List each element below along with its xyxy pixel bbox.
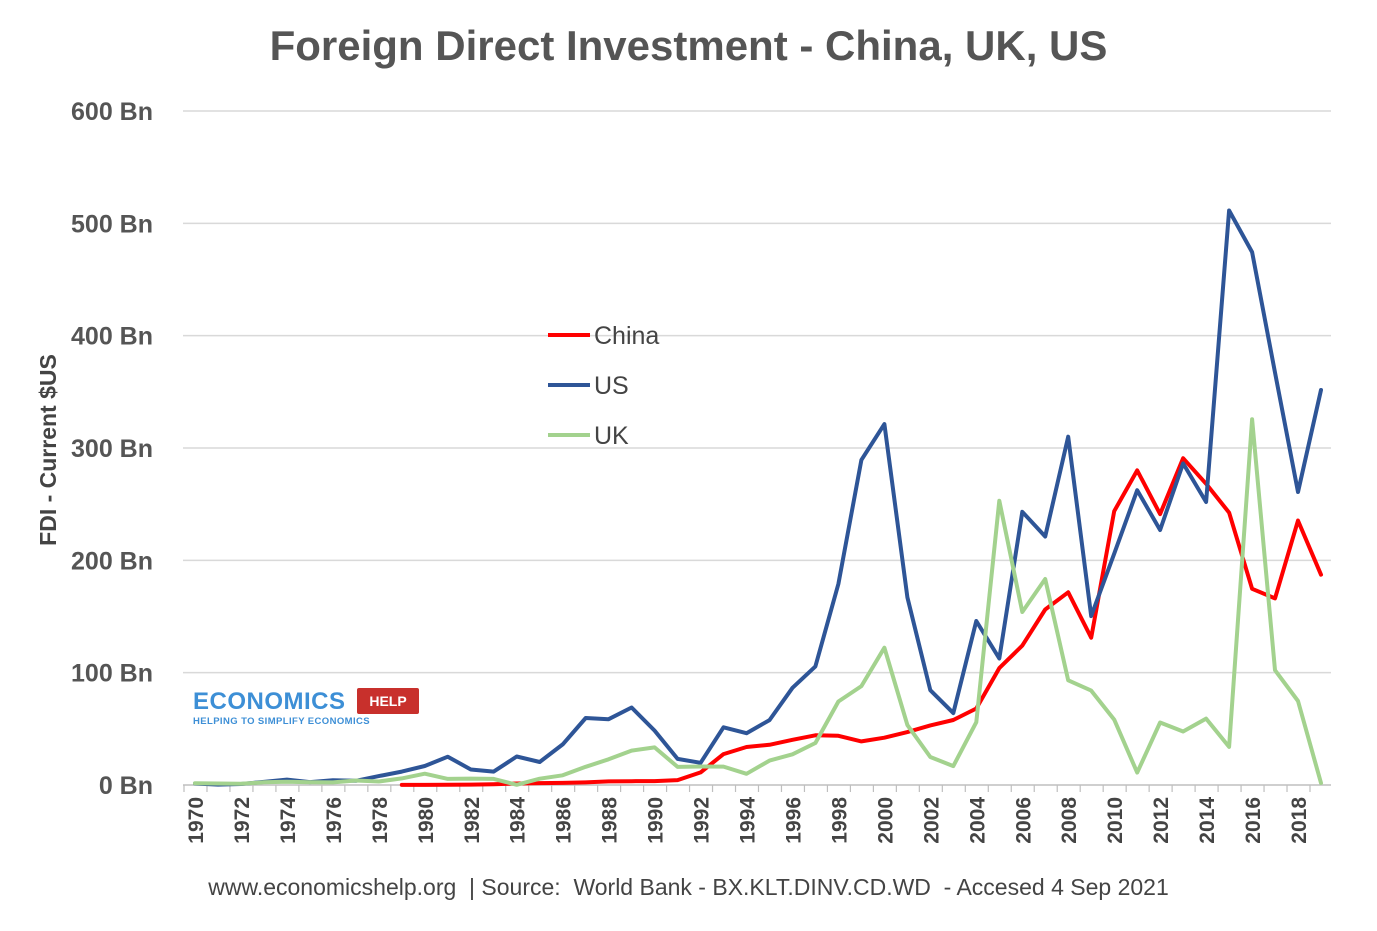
x-tick-label: 1982 bbox=[461, 797, 484, 844]
logo-subtitle: HELPING TO SIMPLIFY ECONOMICS bbox=[193, 716, 370, 727]
x-tick-label: 1988 bbox=[599, 797, 622, 844]
x-tick-label: 2012 bbox=[1150, 797, 1173, 844]
x-tick-label: 2006 bbox=[1012, 797, 1035, 844]
y-tick-label: 0 Bn bbox=[99, 772, 153, 800]
series-line-china bbox=[399, 456, 1323, 787]
y-tick-label: 600 Bn bbox=[71, 98, 153, 126]
y-tick-label: 100 Bn bbox=[71, 660, 153, 688]
logo-tag: HELP bbox=[357, 688, 419, 714]
chart-title: Foreign Direct Investment - China, UK, U… bbox=[269, 22, 1108, 69]
series-lines bbox=[193, 208, 1323, 787]
x-tick-label: 2010 bbox=[1104, 797, 1127, 844]
x-tick-label: 1984 bbox=[507, 797, 530, 844]
economics-help-logo: ECONOMICS HELP HELPING TO SIMPLIFY ECONO… bbox=[187, 684, 419, 732]
legend-label-china: China bbox=[594, 322, 659, 350]
legend-label-us: US bbox=[594, 372, 629, 400]
x-tick-label: 1974 bbox=[277, 797, 300, 844]
x-tick-label: 2002 bbox=[920, 797, 943, 844]
x-tick-label: 1980 bbox=[415, 797, 438, 844]
x-tick-label: 1978 bbox=[369, 797, 392, 844]
x-tick-label: 2014 bbox=[1196, 797, 1219, 844]
x-tick-label: 1986 bbox=[553, 797, 576, 844]
x-tick-label: 2016 bbox=[1242, 797, 1265, 844]
x-tick-label: 1998 bbox=[828, 797, 851, 844]
x-tick-label: 1994 bbox=[737, 797, 760, 844]
y-tick-label: 300 Bn bbox=[71, 435, 153, 463]
legend-label-uk: UK bbox=[594, 422, 629, 450]
x-tick-label: 2018 bbox=[1288, 797, 1311, 844]
x-tick-label: 1972 bbox=[231, 797, 254, 844]
x-tick-label: 2008 bbox=[1058, 797, 1081, 844]
x-tick-label: 1970 bbox=[185, 797, 208, 844]
gridlines bbox=[183, 110, 1331, 674]
series-line-uk bbox=[193, 417, 1323, 787]
x-tick-label: 1990 bbox=[645, 797, 668, 844]
x-tick-label: 1996 bbox=[782, 797, 805, 844]
axes: 0 Bn 100 Bn 200 Bn 300 Bn 400 Bn 500 Bn 600 Bn… bbox=[71, 98, 1331, 844]
legend: China US UK bbox=[548, 322, 659, 450]
x-tick-label: 1992 bbox=[691, 797, 714, 844]
y-tick-label: 200 Bn bbox=[71, 547, 153, 575]
x-tick-label: 2004 bbox=[966, 797, 989, 844]
x-tick-label: 1976 bbox=[323, 797, 346, 844]
y-tick-label: 400 Bn bbox=[71, 323, 153, 351]
source-footer: www.economicshelp.org | Source: World Ba… bbox=[208, 874, 1169, 900]
series-line-us bbox=[193, 208, 1323, 787]
logo-text: ECONOMICS bbox=[193, 688, 346, 715]
y-axis-label: FDI - Current $US bbox=[35, 354, 61, 546]
y-tick-label: 500 Bn bbox=[71, 210, 153, 238]
x-tick-label: 2000 bbox=[874, 797, 897, 844]
